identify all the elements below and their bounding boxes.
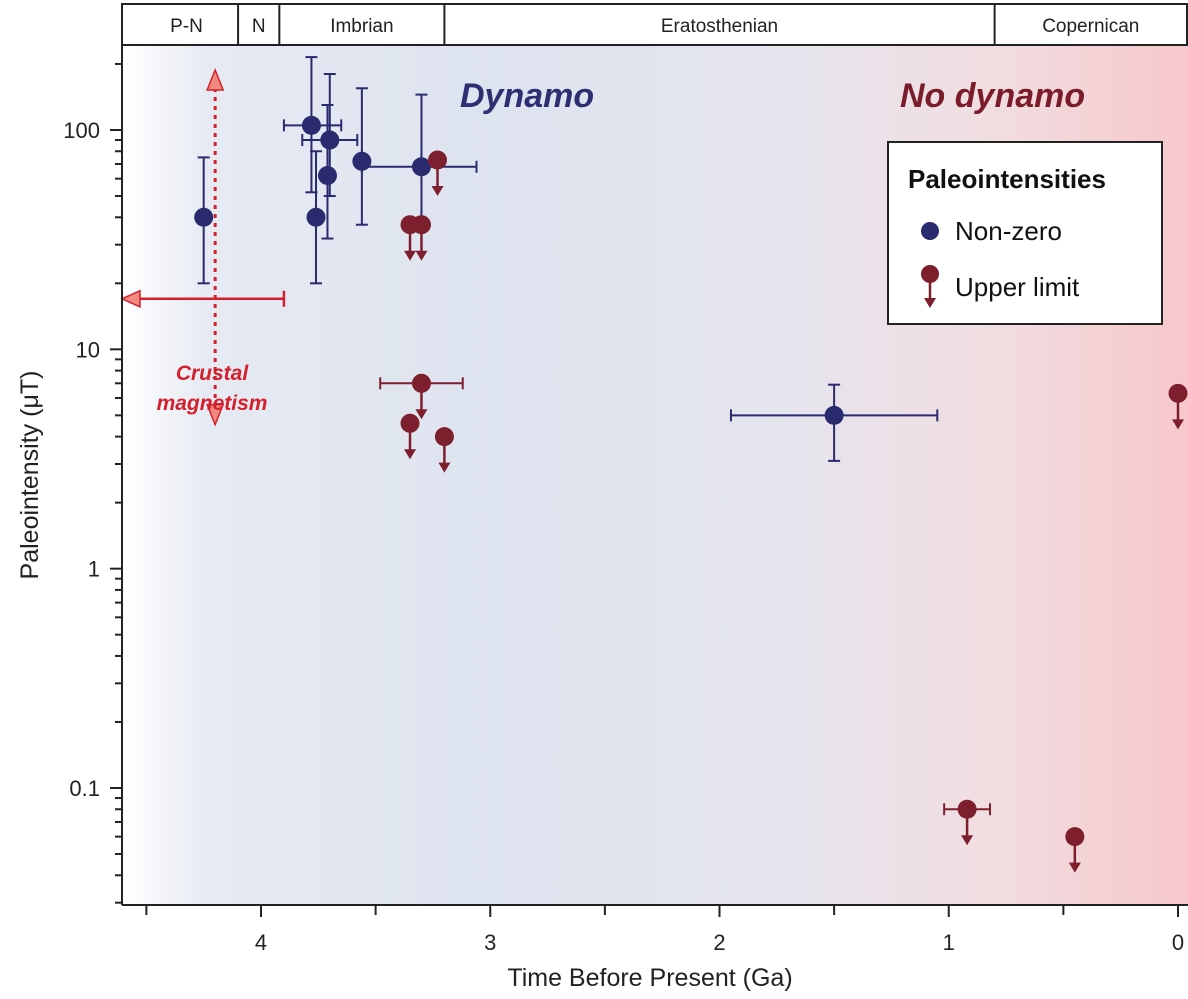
non-zero-point <box>360 93 478 231</box>
upper-limit-marker <box>1065 827 1085 847</box>
non-zero-point <box>306 150 326 285</box>
era-label: N <box>252 16 266 37</box>
upper-limit-arrowhead <box>415 250 428 261</box>
x-tick-label: 3 <box>484 930 496 955</box>
non-zero-point <box>282 56 343 194</box>
crustal-arrowhead-left <box>120 289 141 308</box>
x-tick-label: 2 <box>713 930 725 955</box>
y-tick-label: 1 <box>88 557 100 582</box>
y-tick-label: 0.1 <box>69 776 100 801</box>
upper-limit-arrowhead <box>431 185 444 196</box>
non-zero-marker <box>411 157 431 177</box>
upper-limit-marker <box>411 215 431 235</box>
legend-label-upper-limit: Upper limit <box>955 272 1080 302</box>
y-tick-label: 100 <box>63 118 100 143</box>
non-zero-marker <box>824 405 844 425</box>
era-band: P-N N Imbrian Eratosthenian Copernican <box>121 3 1188 46</box>
legend-arrowhead-upper-limit <box>924 298 936 308</box>
era-band-frame <box>121 3 1188 46</box>
upper-limit-marker <box>400 413 420 433</box>
legend-marker-upper-limit <box>921 265 939 283</box>
era-label: P-N <box>170 16 203 37</box>
y-tick-label: 10 <box>76 337 100 362</box>
upper-limit-arrowhead <box>438 462 451 473</box>
non-zero-point <box>729 383 939 462</box>
y-axis-title: Paleointensity (μT) <box>16 371 44 580</box>
non-zero-point <box>194 156 214 285</box>
upper-limit-point <box>1065 827 1085 873</box>
upper-limit-point <box>400 413 420 460</box>
region-labels: Dynamo No dynamo <box>460 77 1085 115</box>
upper-limit-point <box>943 799 992 846</box>
crustal-arrowhead-down <box>206 403 225 427</box>
upper-limit-arrowhead <box>415 409 428 420</box>
non-zero-point <box>317 104 337 240</box>
upper-limit-point <box>379 373 464 420</box>
no-dynamo-label: No dynamo <box>900 77 1085 115</box>
upper-limit-arrowhead <box>1068 862 1081 873</box>
upper-limit-marker <box>1168 383 1188 403</box>
upper-limit-marker <box>434 427 454 447</box>
non-zero-marker <box>301 115 321 135</box>
non-zero-marker <box>194 207 214 227</box>
legend-marker-non-zero <box>921 222 939 240</box>
upper-limit-point <box>411 215 431 261</box>
crustal-magnetism-annotation: Crustal magnetism <box>120 67 286 427</box>
upper-limit-arrowhead <box>404 250 417 261</box>
upper-limit-arrowhead <box>1172 419 1184 430</box>
crustal-magnetism-label: magnetism <box>157 392 268 415</box>
x-axis-title: Time Before Present (Ga) <box>507 964 792 992</box>
upper-limit-point <box>1168 383 1188 430</box>
upper-limit-point <box>428 150 448 196</box>
crustal-magnetism-label: Crustal <box>176 362 250 385</box>
legend-label-non-zero: Non-zero <box>955 216 1062 246</box>
crustal-arrowhead-up <box>206 67 225 91</box>
upper-limit-marker <box>957 799 977 819</box>
non-zero-marker <box>320 130 340 150</box>
era-label: Eratosthenian <box>661 16 778 37</box>
upper-limit-arrowhead <box>404 449 417 460</box>
era-label: Copernican <box>1042 16 1139 37</box>
non-zero-marker <box>306 207 326 227</box>
x-tick-label: 0 <box>1172 930 1184 955</box>
x-tick-label: 1 <box>943 930 955 955</box>
x-tick-label: 4 <box>255 930 267 955</box>
data-points <box>194 56 1188 873</box>
legend: Paleointensities Non-zero Upper limit <box>887 141 1163 325</box>
upper-limit-arrowhead <box>961 835 974 846</box>
upper-limit-marker <box>411 373 431 393</box>
era-label: Imbrian <box>330 16 393 37</box>
legend-title: Paleointensities <box>908 164 1106 194</box>
upper-limit-marker <box>428 150 448 170</box>
dynamo-label: Dynamo <box>460 77 594 115</box>
upper-limit-point <box>434 427 454 473</box>
non-zero-marker <box>317 166 337 186</box>
